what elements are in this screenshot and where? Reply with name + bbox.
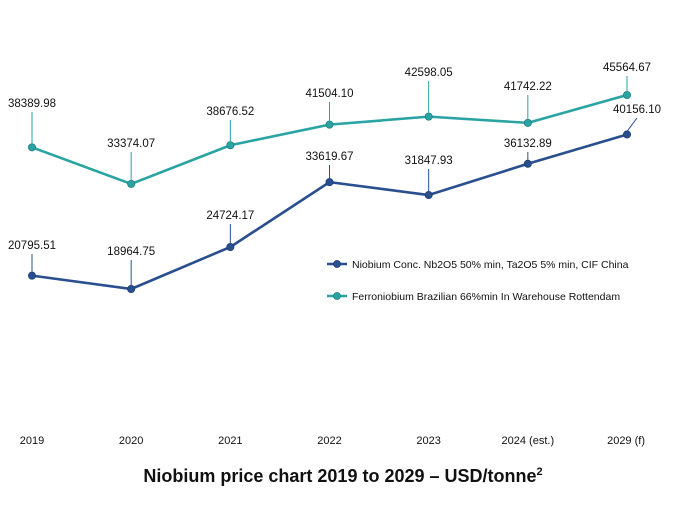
data-point-niobium-conc-2019[interactable] [27, 271, 36, 280]
legend-item-ferroniobium[interactable]: Ferroniobium Brazilian 66%min In Warehou… [327, 291, 620, 303]
data-point-ferroniobium-2021[interactable] [226, 141, 235, 150]
legend-swatch-marker-ferroniobium [333, 292, 341, 300]
x-tick-label-2022: 2022 [317, 435, 341, 447]
data-label-niobium-conc-2021: 24724.17 [206, 210, 254, 222]
data-labels-layer: 20795.51 18964.75 24724.17 33619.67 31847.93… [8, 62, 661, 286]
leader-line-niobium-conc-2029-f [626, 117, 638, 132]
data-point-ferroniobium-2023[interactable] [424, 112, 433, 121]
data-point-niobium-conc-2022[interactable] [325, 178, 334, 187]
x-tick-label-2021: 2021 [218, 435, 242, 447]
data-point-ferroniobium-2024-est[interactable] [523, 118, 532, 127]
legend-label-ferroniobium: Ferroniobium Brazilian 66%min In Warehou… [352, 291, 620, 303]
data-point-niobium-conc-2021[interactable] [226, 242, 235, 251]
data-label-ferroniobium-2021: 38676.52 [206, 106, 254, 118]
data-point-ferroniobium-2020[interactable] [127, 179, 136, 188]
data-label-ferroniobium-2024-est: 41742.22 [504, 81, 552, 93]
x-tick-label-2020: 2020 [119, 435, 143, 447]
x-tick-label-2023: 2023 [416, 435, 440, 447]
data-label-niobium-conc-2024-est: 36132.89 [504, 138, 552, 150]
legend-item-niobium-conc[interactable]: Niobium Conc. Nb2O5 50% min, Ta2O5 5% mi… [327, 259, 629, 271]
data-point-niobium-conc-2023[interactable] [424, 191, 433, 200]
data-label-ferroniobium-2029-f: 45564.67 [603, 62, 651, 74]
data-point-ferroniobium-2022[interactable] [325, 120, 334, 129]
data-point-ferroniobium-2019[interactable] [27, 143, 36, 152]
data-label-niobium-conc-2023: 31847.93 [405, 155, 453, 167]
x-axis: 2019 2020 2021 2022 2023 2024 (est.) 2029 (f) [20, 435, 645, 447]
data-label-ferroniobium-2019: 38389.98 [8, 98, 56, 110]
data-label-ferroniobium-2022: 41504.10 [306, 88, 354, 100]
x-tick-label-2024-est: 2024 (est.) [502, 435, 555, 447]
legend-label-niobium-conc: Niobium Conc. Nb2O5 50% min, Ta2O5 5% mi… [352, 259, 629, 271]
data-label-ferroniobium-2023: 42598.05 [405, 67, 453, 79]
data-label-niobium-conc-2029-f: 40156.10 [613, 104, 661, 116]
legend-swatch-marker-niobium-conc [333, 260, 341, 268]
series-ferroniobium [27, 91, 632, 188]
data-label-niobium-conc-2022: 33619.67 [306, 151, 354, 163]
data-point-ferroniobium-2029-f[interactable] [623, 91, 632, 100]
x-tick-label-2029-f: 2029 (f) [607, 435, 645, 447]
data-point-niobium-conc-2029-f[interactable] [623, 130, 632, 139]
legend: Niobium Conc. Nb2O5 50% min, Ta2O5 5% mi… [327, 259, 629, 303]
chart-title: Niobium price chart 2019 to 2029 – USD/t… [143, 466, 542, 486]
data-point-niobium-conc-2024-est[interactable] [523, 159, 532, 168]
x-tick-label-2019: 2019 [20, 435, 44, 447]
chart-title-superscript: 2 [537, 466, 543, 478]
chart-title-text: Niobium price chart 2019 to 2029 – USD/t… [143, 466, 536, 486]
data-point-niobium-conc-2020[interactable] [127, 284, 136, 293]
data-label-niobium-conc-2020: 18964.75 [107, 246, 155, 258]
data-label-ferroniobium-2020: 33374.07 [107, 138, 155, 150]
data-label-niobium-conc-2019: 20795.51 [8, 240, 56, 252]
